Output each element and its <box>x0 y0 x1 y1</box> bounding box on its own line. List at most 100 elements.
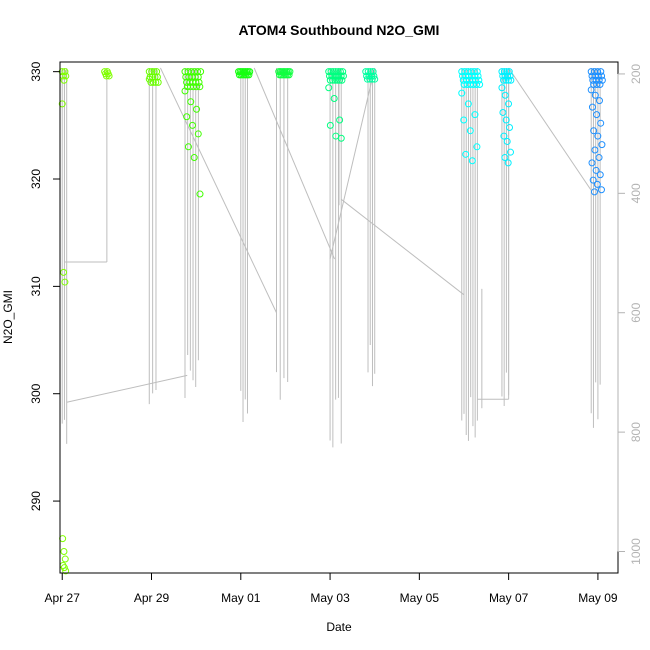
y-tick-label: 330 <box>29 61 43 81</box>
data-point <box>471 111 479 119</box>
data-point <box>337 134 345 142</box>
data-point <box>336 76 344 84</box>
data-point <box>62 567 70 575</box>
data-point <box>325 84 333 92</box>
data-point <box>371 75 379 83</box>
data-point <box>154 78 162 86</box>
data-point <box>506 123 514 131</box>
data-point <box>588 103 596 111</box>
data-point <box>507 148 515 156</box>
data-point <box>504 76 512 84</box>
data-point <box>285 71 293 79</box>
data-point <box>197 68 205 76</box>
chart-title: ATOM4 Southbound N2O_GMI <box>239 22 440 38</box>
data-point <box>591 146 599 154</box>
data-point <box>145 75 153 83</box>
data-point <box>597 186 605 194</box>
data-point <box>593 111 601 119</box>
data-point <box>590 188 598 196</box>
data-point <box>590 127 598 135</box>
data-point <box>339 72 347 80</box>
data-point <box>370 72 378 80</box>
data-point <box>339 68 347 76</box>
data-point <box>475 76 483 84</box>
data-point <box>196 83 204 91</box>
data-point <box>499 108 507 116</box>
data-point <box>502 76 510 84</box>
data-point <box>587 86 595 94</box>
right-tick-label: 600 <box>629 302 643 322</box>
data-point <box>594 68 602 76</box>
y-axis-label: N2O_GMI <box>1 290 15 344</box>
pressure-lines <box>61 67 601 448</box>
data-point <box>595 97 603 105</box>
data-point <box>153 73 161 81</box>
y-tick-label: 300 <box>29 383 43 403</box>
data-point <box>500 132 508 140</box>
x-tick-label: May 07 <box>489 591 529 605</box>
data-point <box>505 68 513 76</box>
data-point <box>181 87 189 95</box>
data-point <box>330 95 338 102</box>
data-point <box>245 71 253 79</box>
data-point <box>333 76 341 84</box>
data-point <box>368 75 376 83</box>
transit-leg <box>253 67 335 260</box>
data-point <box>506 72 514 80</box>
data-point <box>150 68 158 76</box>
data-point <box>326 121 334 129</box>
data-point <box>458 89 466 97</box>
data-point <box>61 278 69 286</box>
data-point <box>473 143 481 151</box>
transit-leg <box>159 67 277 313</box>
data-point <box>329 76 337 84</box>
data-point <box>187 98 195 106</box>
data-point <box>369 68 377 76</box>
data-point <box>470 68 478 76</box>
data-point <box>474 72 482 80</box>
data-point <box>464 100 472 108</box>
data-point <box>594 132 602 140</box>
data-point <box>502 116 510 124</box>
transit-leg <box>66 374 188 403</box>
right-tick-label: 1000 <box>629 538 643 565</box>
data-point <box>592 166 600 174</box>
data-point <box>507 76 515 84</box>
x-tick-label: Apr 29 <box>134 591 170 605</box>
transit-leg <box>340 198 465 296</box>
data-point <box>60 564 68 572</box>
data-point <box>500 76 508 84</box>
data-point <box>59 535 67 543</box>
right-tick-label: 800 <box>629 422 643 442</box>
transit-leg <box>508 67 592 191</box>
data-point <box>462 150 470 158</box>
data-point <box>190 154 198 162</box>
data-point <box>505 100 513 108</box>
data-point <box>498 84 506 92</box>
data-point <box>196 190 204 198</box>
data-point <box>183 113 191 121</box>
data-point <box>596 171 604 179</box>
data-point <box>60 268 68 276</box>
right-tick-label: 400 <box>629 183 643 203</box>
data-point <box>193 68 201 76</box>
data-point <box>102 72 110 80</box>
data-point <box>58 100 66 108</box>
x-tick-label: Apr 27 <box>45 591 81 605</box>
data-point <box>336 116 344 124</box>
x-tick-label: May 05 <box>400 591 440 605</box>
data-point <box>193 105 201 113</box>
data-points <box>58 68 606 575</box>
data-point <box>145 68 153 76</box>
data-point <box>598 141 606 149</box>
data-point <box>598 72 606 80</box>
data-point <box>337 72 345 80</box>
y-tick-label: 290 <box>29 491 43 511</box>
x-tick-label: May 01 <box>221 591 261 605</box>
right-tick-label: 200 <box>629 64 643 84</box>
x-axis-label: Date <box>326 620 352 634</box>
data-point <box>153 68 161 76</box>
data-point <box>589 176 597 184</box>
data-point <box>466 127 474 135</box>
